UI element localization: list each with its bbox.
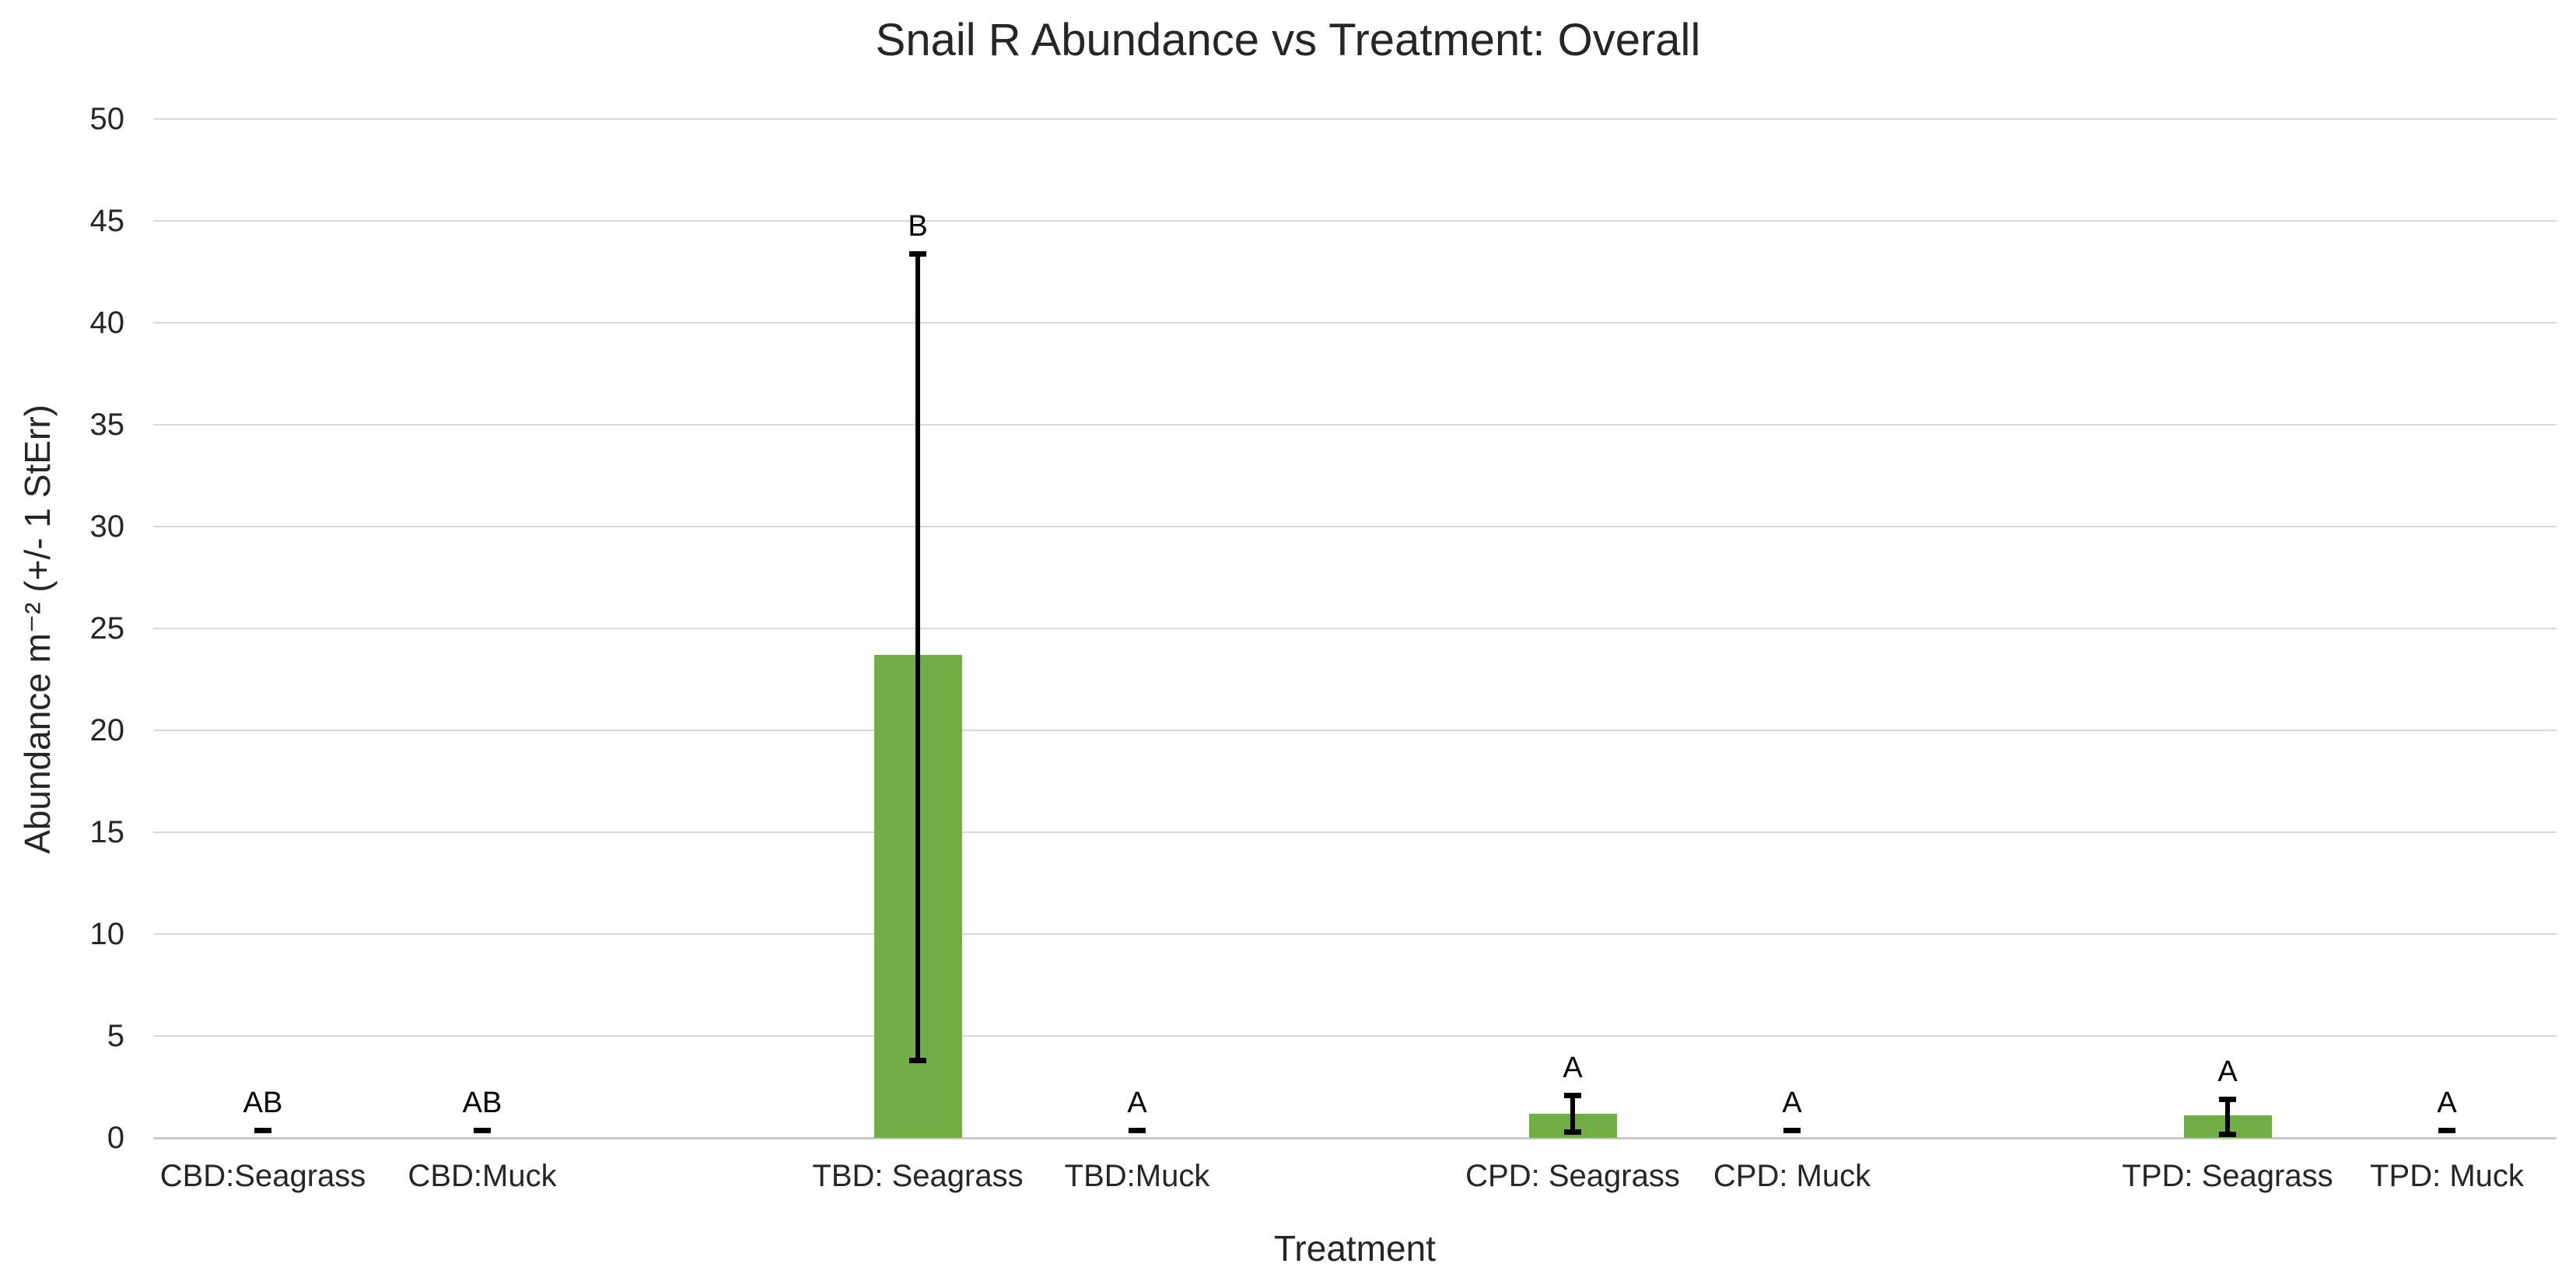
error-bar-line xyxy=(1570,1094,1575,1132)
x-axis-line xyxy=(153,1137,2557,1139)
y-tick-label-20: 20 xyxy=(89,713,125,747)
gridline-35 xyxy=(153,424,2557,425)
chart-title: Snail R Abundance vs Treatment: Overall xyxy=(875,15,1701,65)
y-tick-label-50: 50 xyxy=(89,102,125,136)
x-tick-label-TPD: Seagrass: TPD: Seagrass xyxy=(2122,1159,2333,1193)
gridline-10 xyxy=(153,933,2557,935)
error-bar-cap-high xyxy=(2219,1097,2236,1103)
x-tick-label-TBD:Muck: TBD:Muck xyxy=(1064,1159,1210,1193)
gridline-45 xyxy=(153,220,2557,222)
significance-letter-CBD:Seagrass: AB xyxy=(243,1087,283,1119)
y-tick-label-40: 40 xyxy=(89,306,125,340)
y-tick-label-45: 45 xyxy=(89,204,125,238)
significance-letter-CPD: Seagrass: A xyxy=(1563,1051,1583,1084)
gridline-30 xyxy=(153,526,2557,527)
y-tick-label-30: 30 xyxy=(89,509,125,544)
x-tick-label-CPD: Muck: CPD: Muck xyxy=(1713,1159,1871,1193)
y-tick-label-10: 10 xyxy=(89,917,125,951)
zero-value-dash xyxy=(474,1128,491,1133)
gridline-20 xyxy=(153,730,2557,731)
significance-letter-CBD:Muck: AB xyxy=(462,1087,502,1119)
significance-letter-TBD:Muck: A xyxy=(1127,1087,1147,1119)
y-tick-label-15: 15 xyxy=(89,815,125,849)
error-bar-cap-high xyxy=(1564,1092,1581,1098)
error-bar-cap-low xyxy=(1564,1129,1581,1136)
significance-letter-CPD: Muck: A xyxy=(1782,1087,1802,1119)
y-tick-label-25: 25 xyxy=(89,611,125,646)
error-bar-cap-low xyxy=(2219,1131,2236,1137)
gridline-15 xyxy=(153,831,2557,833)
significance-letter-TPD: Muck: A xyxy=(2437,1087,2457,1119)
error-bar-line xyxy=(915,253,920,1061)
y-tick-label-35: 35 xyxy=(89,408,125,442)
y-tick-label-5: 5 xyxy=(107,1019,124,1053)
zero-value-dash xyxy=(2438,1128,2455,1133)
x-tick-label-CBD:Muck: CBD:Muck xyxy=(408,1159,557,1193)
error-bar-cap-low xyxy=(909,1058,926,1064)
x-axis-title: Treatment xyxy=(1274,1228,1436,1269)
x-tick-label-TPD: Muck: TPD: Muck xyxy=(2370,1159,2524,1193)
zero-value-dash xyxy=(254,1128,271,1133)
gridline-5 xyxy=(153,1035,2557,1037)
y-tick-label-0: 0 xyxy=(107,1121,124,1155)
error-bar-line xyxy=(2225,1099,2230,1134)
significance-letter-TBD: Seagrass: B xyxy=(908,209,928,243)
significance-letter-TPD: Seagrass: A xyxy=(2217,1055,2238,1089)
gridline-25 xyxy=(153,628,2557,629)
x-tick-label-CBD:Seagrass: CBD:Seagrass xyxy=(159,1159,366,1193)
error-bar-cap-high xyxy=(909,250,926,257)
zero-value-dash xyxy=(1783,1128,1801,1133)
gridline-40 xyxy=(153,322,2557,324)
x-tick-label-TBD: Seagrass: TBD: Seagrass xyxy=(812,1159,1024,1193)
zero-value-dash xyxy=(1129,1128,1146,1133)
x-tick-label-CPD: Seagrass: CPD: Seagrass xyxy=(1465,1159,1680,1193)
gridline-50 xyxy=(153,118,2557,120)
